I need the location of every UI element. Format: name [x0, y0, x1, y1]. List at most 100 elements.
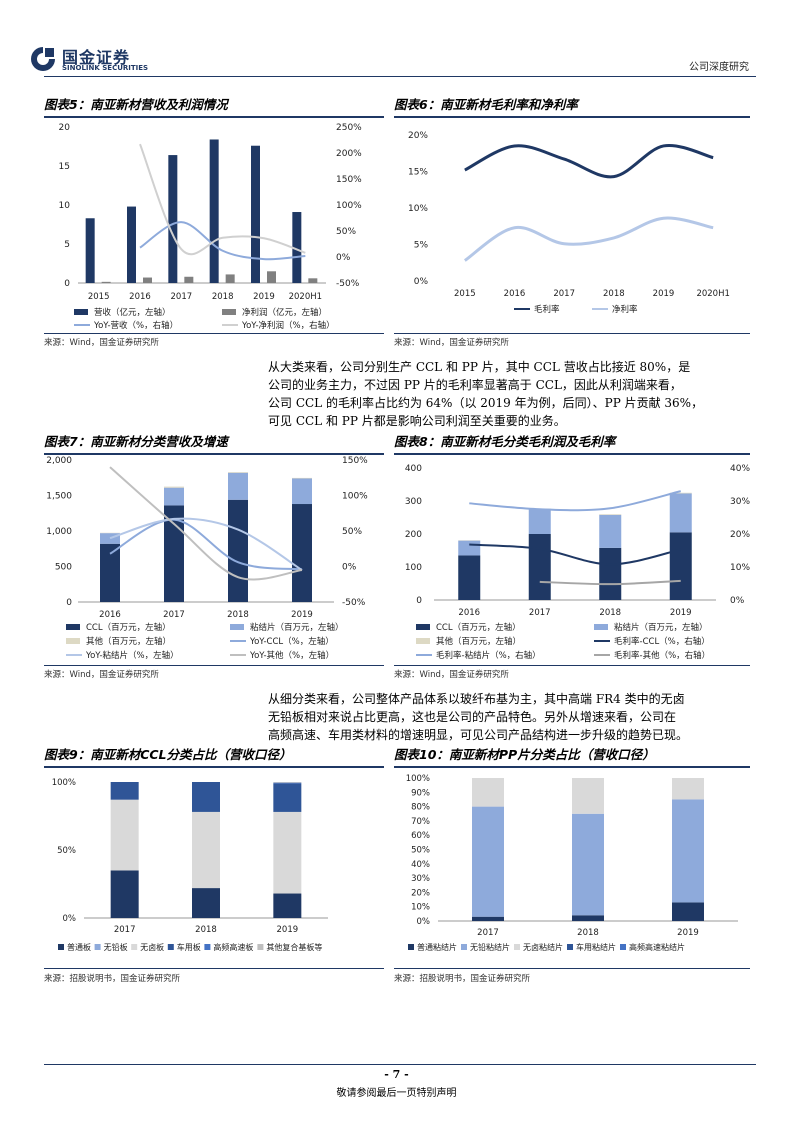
y2-tick-label: 20%: [730, 530, 750, 540]
document-type: 公司深度研究: [689, 62, 749, 73]
fig10-chart: 0% 10% 20% 30% 40% 50% 60% 70% 80% 90% 100% 2017 201…: [406, 774, 738, 952]
y-tick-label: 400: [405, 464, 422, 474]
stacked-bar-segment: [273, 783, 302, 812]
stacked-bar-segment: [164, 487, 184, 506]
legend-label: 粘结片（百万元，左轴）: [614, 622, 708, 633]
legend-label: 毛利率-CCL（%，右轴）: [614, 636, 710, 647]
y-tick-label: 50%: [57, 846, 76, 856]
x-tick-label: 2019: [653, 289, 675, 299]
bar-net-profit: [225, 274, 235, 283]
legend-label: 其他（百万元，左轴）: [86, 636, 171, 647]
x-tick-label: 2017: [163, 610, 185, 620]
stacked-bar-segment: [528, 509, 551, 534]
legend-swatch: [257, 944, 264, 950]
y-tick-label: 2,000: [46, 456, 72, 466]
fig5-source: 来源：Wind，国金证券研究所: [44, 338, 159, 348]
y-tick-label: 10%: [408, 204, 428, 214]
stacked-bar-segment: [458, 555, 481, 600]
y2-tick-label: 30%: [730, 497, 750, 507]
x-tick-label: 2019: [291, 610, 313, 620]
legend-label: 净利率: [612, 304, 638, 315]
fig8-source: 来源：Wind，国金证券研究所: [394, 670, 509, 680]
y-tick-label: 15%: [408, 168, 428, 178]
series-line: [463, 216, 714, 262]
x-tick-label: 2017: [114, 925, 136, 935]
fig9-source-rule: [44, 968, 384, 969]
x-tick-label: 2018: [195, 925, 217, 935]
stacked-bar-segment: [292, 478, 312, 505]
y-tick-label: 10: [59, 201, 71, 211]
stacked-bar-segment: [572, 915, 604, 921]
legend-swatch: [58, 944, 64, 950]
x-tick-label: 2019: [677, 928, 699, 938]
stacked-bar-segment: [672, 799, 704, 903]
y-tick-label: 100: [405, 563, 422, 573]
legend-label: 高频高速粘结片: [629, 942, 685, 952]
series-line: [464, 143, 714, 179]
fig6-source-rule: [394, 333, 750, 334]
fig8-title: 图表8：南亚新材毛分类毛利润及毛利率: [394, 433, 750, 455]
x-tick-label: 2018: [603, 289, 625, 299]
y2-tick-label: -50%: [336, 279, 360, 289]
y-tick-label: 15: [59, 162, 70, 172]
stacked-bar-segment: [672, 778, 704, 800]
legend-label: YoY-净利润（%，右轴）: [241, 320, 335, 331]
y-tick-label: 70%: [411, 817, 430, 827]
stacked-bar-segment: [164, 486, 184, 488]
legend-swatch: [74, 309, 88, 315]
x-tick-label: 2018: [227, 610, 249, 620]
legend-swatch: [567, 944, 573, 950]
series-line: [109, 517, 303, 571]
y-tick-label: 1,000: [46, 527, 72, 537]
legend-swatch: [131, 944, 138, 950]
stacked-bar-segment: [100, 543, 120, 602]
stacked-bar-segment: [572, 813, 604, 916]
y-tick-label: 80%: [411, 803, 430, 813]
legend-swatch: [204, 944, 211, 950]
x-tick-label: 2018: [599, 608, 621, 618]
y-tick-label: 200: [405, 530, 422, 540]
y2-tick-label: 150%: [342, 456, 368, 466]
series-line: [469, 543, 681, 566]
bar-revenue: [292, 212, 302, 283]
stacked-bar-segment: [472, 806, 504, 917]
legend-swatch: [461, 944, 467, 950]
brand-logo: [30, 46, 56, 72]
x-tick-label: 2017: [477, 928, 499, 938]
fig10-source: 来源：招股说明书，国金证券研究所: [394, 974, 531, 984]
series-line: [109, 518, 303, 571]
fig9-chart: 0% 50% 100% 2017 2018 2019 普通板 无铅板 无卤板 车用板 高频高速板 其他…: [52, 778, 328, 952]
fig5-source-rule: [44, 333, 384, 334]
y-tick-label: 100%: [406, 774, 430, 784]
bar-revenue: [251, 145, 260, 283]
legend-label: YoY-营收（%，右轴）: [93, 320, 178, 331]
y-tick-label: 1,500: [46, 492, 72, 502]
x-tick-label: 2015: [454, 289, 476, 299]
fig9-source: 来源：招股说明书，国金证券研究所: [44, 974, 181, 984]
series-line: [109, 466, 303, 581]
legend-label: YoY-粘结片（%，左轴）: [85, 650, 179, 661]
paragraph-1-line: 从大类来看，公司分别生产 CCL 和 PP 片，其中 CCL 营收占比接近 80…: [268, 360, 691, 374]
stacked-bar-segment: [458, 540, 481, 556]
legend-label: 无铅粘结片: [470, 942, 510, 952]
fig6-chart: 0% 5% 10% 15% 20% 2015 2016 2017 2018 2019 2020H1 毛…: [408, 131, 730, 315]
legend-swatch: [167, 944, 174, 950]
fig10-title: 图表10：南亚新材PP片分类占比（营收口径）: [394, 746, 750, 768]
y-tick-label: 50%: [411, 846, 430, 856]
header-rule: [44, 76, 756, 77]
stacked-bar-segment: [192, 782, 220, 812]
y2-tick-label: 0%: [336, 253, 351, 263]
stacked-bar-segment: [672, 902, 704, 921]
stacked-bar-segment: [273, 782, 302, 784]
y-tick-label: 5%: [414, 241, 429, 251]
bar-net-profit: [184, 276, 194, 283]
paragraph-1: 从大类来看，公司分别生产 CCL 和 PP 片，其中 CCL 营收占比接近 80…: [268, 358, 703, 430]
bar-revenue: [85, 218, 95, 283]
paragraph-2-line: 从细分类来看，公司整体产品体系以玻纤布基为主，其中高端 FR4 类中的无卤: [268, 692, 685, 706]
legend-label: 毛利率: [534, 304, 560, 315]
stacked-bar-segment: [100, 533, 120, 544]
stacked-bar-segment: [599, 514, 622, 548]
brand-name-cn: 国金证券: [62, 48, 131, 67]
y2-tick-label: 200%: [336, 149, 362, 159]
stacked-bar-segment: [669, 493, 692, 533]
